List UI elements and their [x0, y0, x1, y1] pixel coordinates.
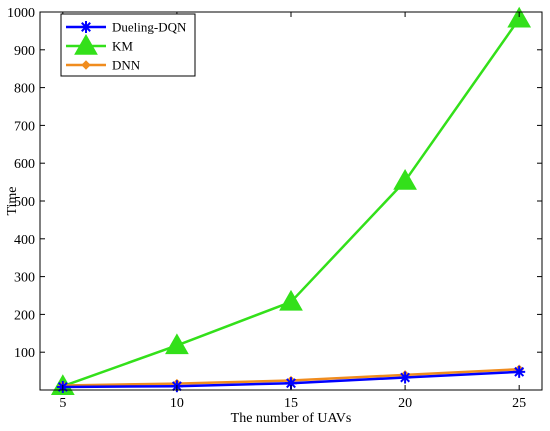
- x-tick-label: 5: [59, 396, 66, 411]
- y-tick-label: 800: [14, 82, 35, 97]
- ticks-layer: 5 10 15 20 25 100 200 300 400 500 600 700 800 900 1000: [7, 6, 542, 411]
- data-point-dueling-dqn: [399, 371, 412, 384]
- x-tick-label: 20: [398, 396, 412, 411]
- legend-marker-dnn: [81, 60, 91, 70]
- x-axis-label: The number of UAVs: [231, 411, 352, 426]
- plot-frame: [39, 11, 543, 391]
- y-axis-label: Time: [5, 186, 20, 215]
- data-point-dueling-dqn: [513, 365, 526, 378]
- y-tick-label: 900: [14, 44, 35, 59]
- y-tick-label: 600: [14, 157, 35, 172]
- x-tick-label: 15: [284, 396, 298, 411]
- data-point-km: [393, 168, 417, 190]
- data-point-km: [165, 333, 189, 355]
- legend: Dueling-DQN KM DNN: [60, 13, 196, 77]
- y-tick-label: 100: [14, 346, 35, 361]
- series-layer: [50, 6, 532, 395]
- x-tick-label: 25: [512, 396, 526, 411]
- legend-label-dnn: DNN: [112, 58, 141, 73]
- data-point-dueling-dqn-stroke: [400, 372, 411, 383]
- legend-marker-dueling-dqn: [80, 21, 92, 33]
- legend-marker-dueling-dqn-stroke: [81, 22, 91, 32]
- y-tick-label: 400: [14, 233, 35, 248]
- data-point-dueling-dqn-stroke: [514, 366, 525, 377]
- y-tick-label: 300: [14, 271, 35, 286]
- data-point-km: [507, 6, 532, 28]
- legend-label-dueling-dqn: Dueling-DQN: [112, 20, 187, 35]
- y-tick-label: 200: [14, 308, 35, 323]
- x-tick-label: 10: [170, 396, 184, 411]
- legend-marker-km: [74, 33, 98, 55]
- y-tick-label: 500: [14, 195, 35, 210]
- y-tick-label: 700: [14, 119, 35, 134]
- data-point-km: [279, 289, 303, 311]
- legend-label-km: KM: [112, 39, 133, 54]
- y-tick-label: 1000: [7, 6, 35, 21]
- data-point-dueling-dqn-stroke: [286, 378, 296, 389]
